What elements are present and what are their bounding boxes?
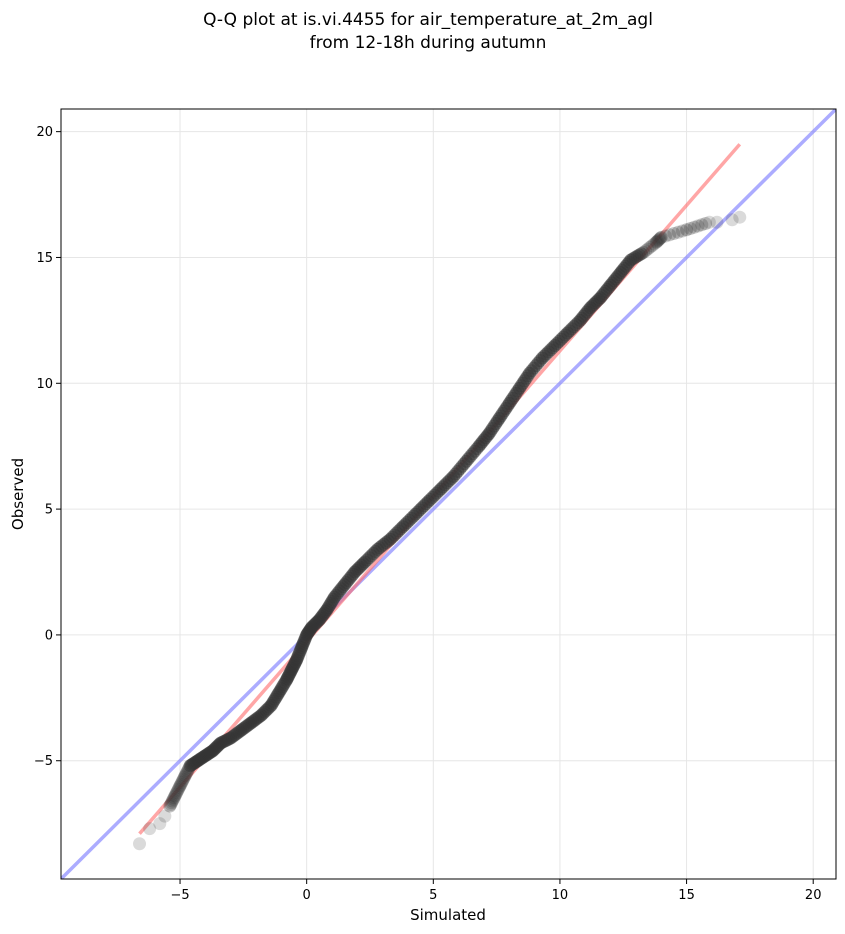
quantile-point: [164, 797, 178, 811]
y-tick-label: 10: [36, 377, 53, 392]
quantile-point: [177, 771, 191, 785]
quantile-point: [658, 229, 672, 243]
quantile-point: [651, 234, 665, 248]
quantile-point: [725, 213, 739, 227]
quantile-point: [733, 210, 747, 224]
quantile-point: [639, 244, 653, 258]
quantile-point: [165, 794, 179, 808]
quantile-point: [675, 224, 689, 238]
quantile-point: [649, 235, 663, 249]
x-axis-ticks: −5 0 5 10 15 20: [170, 879, 821, 903]
quantile-point: [663, 228, 677, 242]
quantile-points: [133, 210, 747, 851]
quantile-point: [634, 247, 648, 261]
quantile-point: [652, 233, 666, 247]
y-tick-label: 0: [45, 628, 53, 643]
quantile-point: [163, 799, 177, 813]
y-tick-label: 15: [36, 251, 53, 266]
quantile-point: [175, 776, 189, 790]
quantile-point: [167, 791, 181, 805]
quantile-point: [641, 242, 655, 256]
y-axis-ticks: −5 0 5 10 15 20: [34, 125, 61, 769]
chart-title-line-1: Q-Q plot at is.vi.4455 for air_temperatu…: [203, 10, 653, 30]
quantile-point: [133, 837, 147, 851]
quantile-point: [176, 774, 190, 788]
quantile-point: [699, 216, 713, 230]
x-tick-label: 0: [303, 888, 311, 903]
quantile-point: [691, 219, 705, 233]
quantile-point: [168, 789, 182, 803]
y-tick-label: 20: [36, 125, 53, 140]
quantile-point: [643, 240, 657, 254]
quantile-point: [667, 227, 681, 241]
identity-line: [61, 109, 836, 879]
quantile-point: [653, 232, 667, 246]
plot-frame: [60, 108, 837, 880]
quantile-point: [165, 796, 179, 810]
quantile-point: [173, 779, 187, 793]
chart-title-line-2: from 12-18h during autumn: [310, 33, 547, 53]
y-axis-label: Observed: [9, 458, 27, 530]
y-tick-label: 5: [45, 503, 53, 518]
quantile-point: [695, 218, 709, 232]
x-tick-label: −5: [170, 888, 189, 903]
quantile-point: [683, 222, 697, 236]
grid-lines: [61, 109, 836, 879]
quantile-point: [174, 777, 188, 791]
quantile-point: [647, 237, 661, 251]
quantile-point: [687, 220, 701, 234]
quantile-point: [710, 215, 724, 229]
quantile-point: [653, 231, 667, 245]
x-tick-label: 5: [429, 888, 437, 903]
quantile-point: [171, 784, 185, 798]
chart-title: Q-Q plot at is.vi.4455 for air_temperatu…: [203, 10, 653, 53]
quantile-point: [671, 225, 685, 239]
quantile-point: [170, 786, 184, 800]
quantile-point: [176, 772, 190, 786]
quantile-point: [702, 215, 716, 229]
x-tick-label: 20: [805, 888, 822, 903]
quantile-point: [169, 787, 183, 801]
x-axis-label: Simulated: [410, 906, 486, 924]
quantile-point: [158, 809, 172, 823]
quantile-point: [166, 792, 180, 806]
quantile-point: [171, 782, 185, 796]
quantile-point: [143, 822, 157, 836]
quantile-point: [680, 223, 694, 237]
quantile-point: [172, 781, 186, 795]
y-tick-label: −5: [34, 754, 53, 769]
quantile-point: [645, 239, 659, 253]
quantile-point: [153, 817, 167, 831]
quantile-point: [178, 769, 192, 783]
quantile-point: [650, 235, 664, 249]
x-tick-label: 10: [552, 888, 569, 903]
quantile-point: [654, 230, 668, 244]
x-tick-label: 15: [678, 888, 695, 903]
